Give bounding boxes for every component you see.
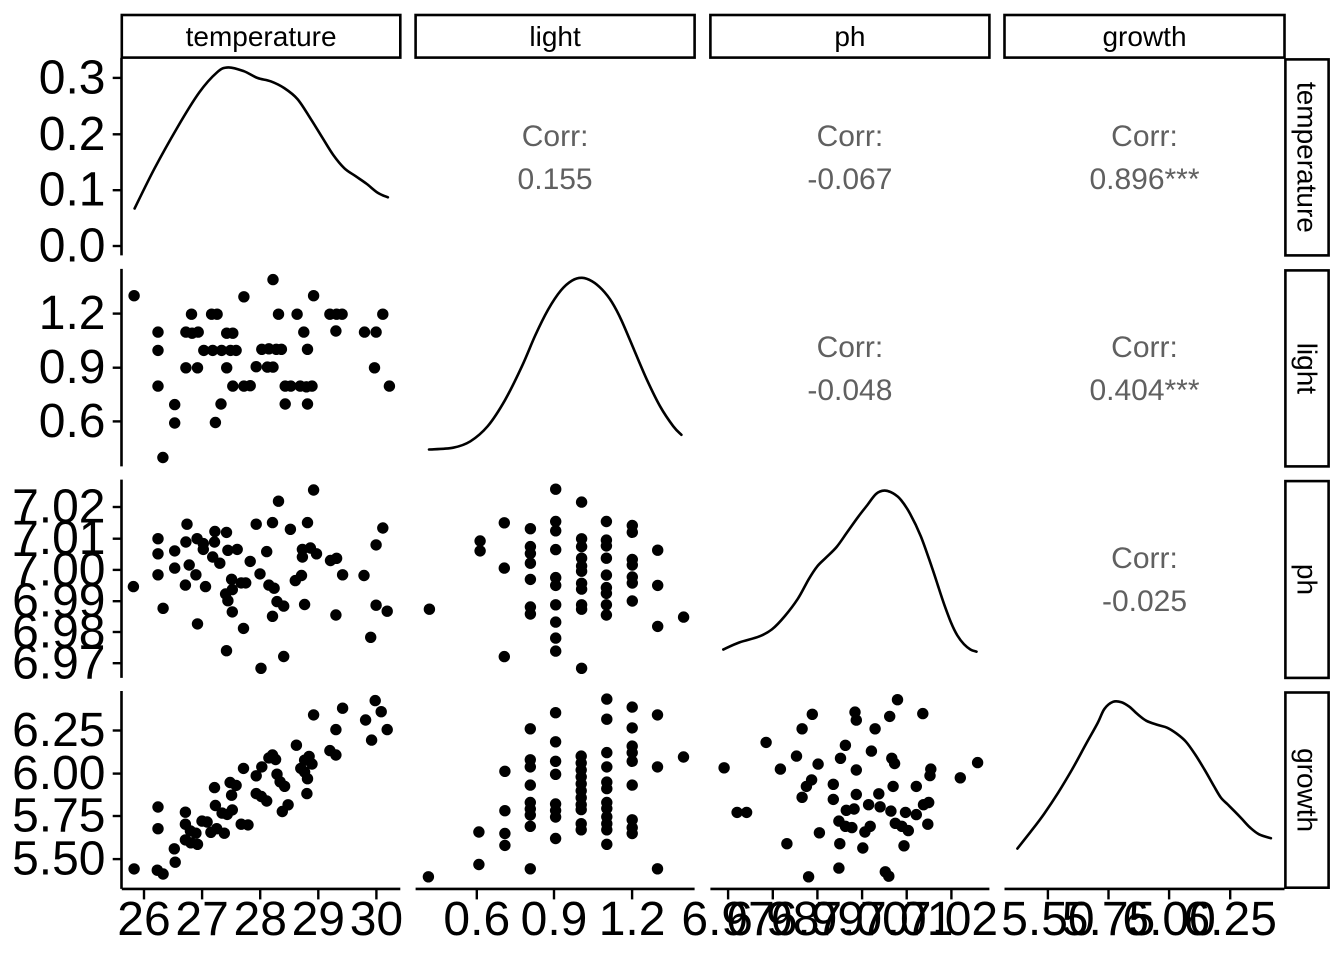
svg-text:5.50: 5.50 bbox=[1001, 893, 1094, 946]
svg-text:1.2: 1.2 bbox=[39, 287, 106, 340]
svg-text:light: light bbox=[1292, 343, 1323, 395]
svg-text:Corr:: Corr: bbox=[1111, 331, 1178, 364]
svg-text:ph: ph bbox=[834, 21, 865, 52]
svg-text:light: light bbox=[529, 21, 581, 52]
svg-text:7.02: 7.02 bbox=[12, 481, 105, 534]
svg-text:0.6: 0.6 bbox=[39, 395, 106, 448]
svg-text:6.97: 6.97 bbox=[681, 893, 774, 946]
svg-text:6.00: 6.00 bbox=[1122, 893, 1215, 946]
svg-text:0.9: 0.9 bbox=[39, 341, 106, 394]
svg-text:-0.025: -0.025 bbox=[1102, 585, 1187, 618]
svg-text:7.02: 7.02 bbox=[905, 893, 998, 946]
svg-text:6.99: 6.99 bbox=[12, 575, 105, 628]
svg-text:0.1: 0.1 bbox=[39, 164, 106, 217]
svg-text:temperature: temperature bbox=[186, 21, 337, 52]
svg-text:Corr:: Corr: bbox=[1111, 120, 1178, 153]
svg-text:7.00: 7.00 bbox=[12, 543, 105, 596]
svg-text:Corr:: Corr: bbox=[1111, 542, 1178, 575]
svg-text:6.25: 6.25 bbox=[1183, 893, 1276, 946]
svg-text:30: 30 bbox=[350, 893, 403, 946]
svg-text:5.50: 5.50 bbox=[12, 833, 105, 886]
svg-text:0.3: 0.3 bbox=[39, 51, 106, 104]
svg-text:0.6: 0.6 bbox=[443, 893, 510, 946]
svg-text:6.98: 6.98 bbox=[12, 606, 105, 659]
svg-text:6.25: 6.25 bbox=[12, 704, 105, 757]
svg-text:0.155: 0.155 bbox=[518, 163, 593, 196]
svg-text:7.00: 7.00 bbox=[815, 893, 908, 946]
svg-text:5.75: 5.75 bbox=[1062, 893, 1155, 946]
svg-text:29: 29 bbox=[292, 893, 345, 946]
svg-text:Corr:: Corr: bbox=[817, 331, 884, 364]
svg-text:5.75: 5.75 bbox=[12, 790, 105, 843]
svg-text:0.896***: 0.896*** bbox=[1089, 163, 1199, 196]
svg-text:ph: ph bbox=[1292, 564, 1323, 595]
svg-text:-0.048: -0.048 bbox=[807, 374, 892, 407]
svg-text:0.0: 0.0 bbox=[39, 220, 106, 273]
svg-text:6.99: 6.99 bbox=[771, 893, 864, 946]
svg-text:0.2: 0.2 bbox=[39, 108, 106, 161]
svg-text:7.01: 7.01 bbox=[12, 512, 105, 565]
svg-text:6.97: 6.97 bbox=[12, 637, 105, 690]
svg-text:27: 27 bbox=[175, 893, 228, 946]
svg-text:7.01: 7.01 bbox=[860, 893, 953, 946]
svg-text:28: 28 bbox=[234, 893, 287, 946]
svg-text:0.404***: 0.404*** bbox=[1089, 374, 1199, 407]
svg-text:6.98: 6.98 bbox=[726, 893, 819, 946]
svg-text:-0.067: -0.067 bbox=[807, 163, 892, 196]
svg-text:temperature: temperature bbox=[1292, 82, 1323, 233]
svg-text:growth: growth bbox=[1292, 748, 1323, 832]
svg-text:6.00: 6.00 bbox=[12, 747, 105, 800]
svg-text:Corr:: Corr: bbox=[817, 120, 884, 153]
svg-text:26: 26 bbox=[117, 893, 170, 946]
svg-text:growth: growth bbox=[1102, 21, 1186, 52]
svg-text:1.2: 1.2 bbox=[599, 893, 666, 946]
svg-text:Corr:: Corr: bbox=[522, 120, 589, 153]
svg-text:0.9: 0.9 bbox=[521, 893, 588, 946]
